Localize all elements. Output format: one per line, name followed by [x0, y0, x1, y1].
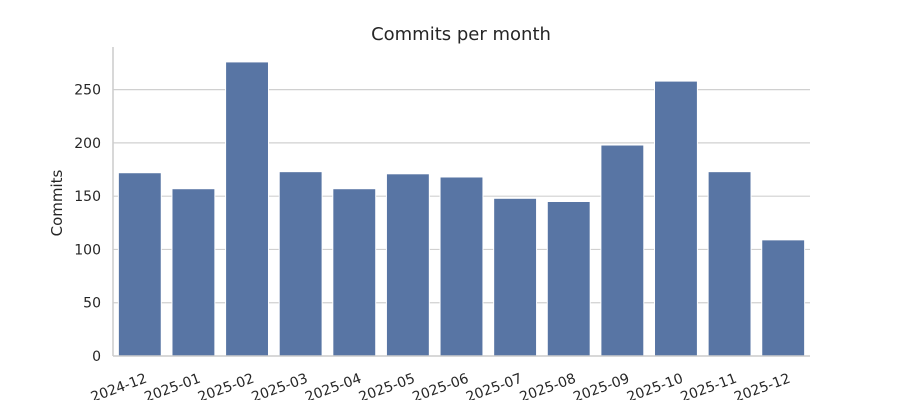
bar [654, 80, 698, 357]
bars [117, 61, 806, 357]
bar [385, 173, 430, 357]
bar [493, 197, 538, 357]
bar [600, 144, 645, 357]
bar [278, 171, 323, 357]
x-tick-label: 2025-03 [250, 371, 310, 400]
bar [707, 171, 752, 357]
x-tick-label: 2024-12 [89, 371, 149, 400]
x-tick-label: 2025-11 [679, 371, 739, 400]
bar [546, 201, 591, 357]
y-tick-label: 250 [74, 83, 101, 99]
bar [117, 172, 162, 357]
x-tick-label: 2025-10 [625, 371, 685, 400]
y-tick-label: 50 [83, 296, 101, 312]
x-tick-label: 2025-06 [410, 371, 471, 400]
chart-title: Commits per month [371, 24, 551, 45]
x-tick-label: 2025-02 [196, 371, 256, 400]
x-tick-label: 2025-12 [732, 371, 792, 400]
bar [225, 61, 269, 357]
bar [171, 188, 216, 357]
bar [761, 239, 806, 357]
y-tick-label: 200 [74, 136, 101, 152]
x-tick-label: 2025-05 [357, 371, 417, 400]
x-tick-label: 2025-09 [571, 371, 631, 400]
y-tick-labels: 0 50 100 150 200 250 [74, 83, 101, 365]
y-axis-label: Commits [48, 169, 66, 236]
y-tick-label: 150 [74, 189, 101, 205]
bar [439, 176, 484, 357]
x-tick-label: 2025-08 [518, 371, 578, 400]
x-tick-label: 2025-07 [464, 371, 524, 400]
x-tick-label: 2025-01 [142, 371, 202, 400]
x-tick-labels: 2024-122025-012025-022025-032025-042025-… [89, 371, 793, 400]
bar [332, 188, 377, 357]
y-tick-label: 0 [92, 349, 101, 365]
x-tick-label: 2025-04 [303, 371, 364, 400]
y-tick-label: 100 [74, 242, 101, 258]
axes [112, 47, 810, 357]
